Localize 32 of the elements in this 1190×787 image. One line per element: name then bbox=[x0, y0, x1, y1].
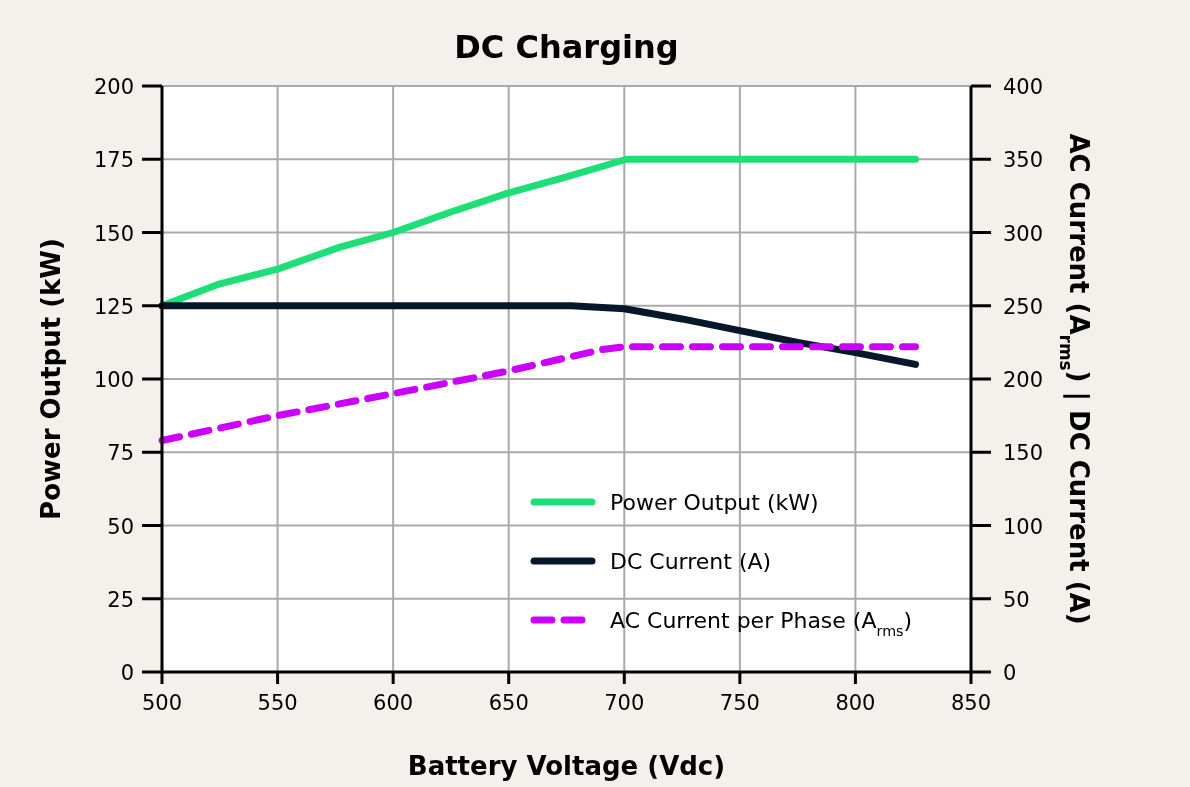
x-tick-label: 650 bbox=[488, 691, 529, 715]
y-tick-label: 100 bbox=[93, 368, 134, 392]
legend-label: AC Current per Phase (A$_{rms}$) bbox=[610, 608, 913, 639]
legend-label: DC Current (A) bbox=[610, 549, 772, 574]
x-tick-label: 750 bbox=[719, 691, 760, 715]
y2-tick-label: 350 bbox=[1003, 148, 1044, 173]
y-tick-label: 175 bbox=[93, 148, 134, 173]
x-tick-label: 850 bbox=[950, 691, 992, 715]
y-tick-label: 125 bbox=[93, 294, 134, 319]
y2-tick-label: 100 bbox=[1003, 514, 1044, 539]
x-tick-label: 800 bbox=[835, 691, 876, 715]
y-tick-label: 0 bbox=[120, 661, 134, 685]
x-tick-label: 500 bbox=[141, 691, 183, 715]
y2-tick-label: 300 bbox=[1003, 221, 1044, 246]
x-axis-title: Battery Voltage (Vdc) bbox=[407, 751, 726, 781]
y-axis-title: Power Output (kW) bbox=[36, 238, 66, 520]
y-tick-label: 25 bbox=[107, 587, 134, 612]
y-tick-label: 75 bbox=[107, 441, 134, 466]
y2-tick-label: 250 bbox=[1003, 294, 1044, 319]
y2-tick-label: 200 bbox=[1003, 368, 1044, 392]
y2-tick-label: 0 bbox=[1003, 661, 1017, 685]
x-tick-label: 700 bbox=[604, 691, 645, 715]
y-tick-label: 150 bbox=[93, 221, 134, 246]
y-tick-label: 200 bbox=[93, 75, 134, 99]
legend-label: Power Output (kW) bbox=[610, 490, 819, 515]
y2-tick-label: 150 bbox=[1003, 441, 1044, 466]
x-tick-label: 550 bbox=[257, 691, 298, 715]
y-tick-label: 50 bbox=[107, 514, 134, 539]
y2-tick-label: 50 bbox=[1003, 587, 1030, 612]
chart-title: DC Charging bbox=[454, 28, 679, 66]
x-tick-label: 600 bbox=[373, 691, 414, 715]
y2-tick-label: 400 bbox=[1003, 75, 1044, 99]
